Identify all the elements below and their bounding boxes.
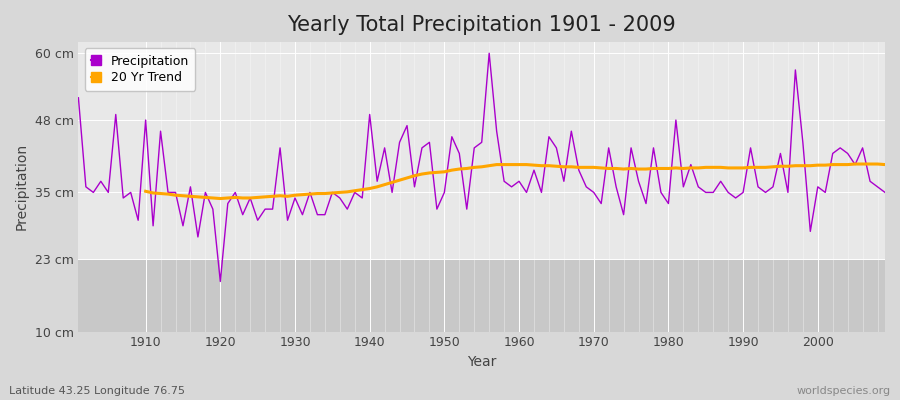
Line: Precipitation: Precipitation [78, 53, 885, 282]
Precipitation [304, 190, 315, 195]
Text: Latitude 43.25 Longitude 76.75: Latitude 43.25 Longitude 76.75 [9, 386, 185, 396]
20 Yr Trend [589, 165, 599, 170]
20 Yr Trend [290, 193, 301, 198]
Precipitation [133, 218, 144, 223]
X-axis label: Year: Year [467, 355, 497, 369]
Legend: Precipitation, 20 Yr Trend: Precipitation, 20 Yr Trend [85, 48, 195, 91]
20 Yr Trend [857, 162, 868, 166]
Precipitation [879, 190, 890, 195]
20 Yr Trend [850, 162, 860, 166]
Text: worldspecies.org: worldspecies.org [796, 386, 891, 396]
Line: 20 Yr Trend: 20 Yr Trend [146, 164, 885, 198]
Y-axis label: Precipitation: Precipitation [15, 143, 29, 230]
Precipitation [484, 51, 495, 56]
Precipitation [73, 95, 84, 100]
Precipitation [215, 279, 226, 284]
20 Yr Trend [140, 189, 151, 194]
Precipitation [528, 168, 539, 172]
Precipitation [521, 190, 532, 195]
20 Yr Trend [879, 162, 890, 167]
20 Yr Trend [827, 162, 838, 167]
20 Yr Trend [528, 163, 539, 168]
20 Yr Trend [215, 196, 226, 201]
Precipitation [349, 190, 360, 195]
Title: Yearly Total Precipitation 1901 - 2009: Yearly Total Precipitation 1901 - 2009 [287, 15, 676, 35]
20 Yr Trend [320, 191, 330, 196]
Precipitation [618, 212, 629, 217]
Bar [78, 259, 885, 332]
